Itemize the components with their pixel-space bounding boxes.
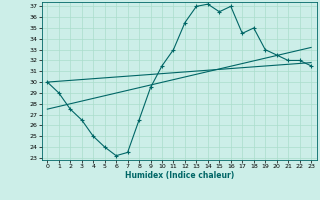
X-axis label: Humidex (Indice chaleur): Humidex (Indice chaleur) <box>124 171 234 180</box>
